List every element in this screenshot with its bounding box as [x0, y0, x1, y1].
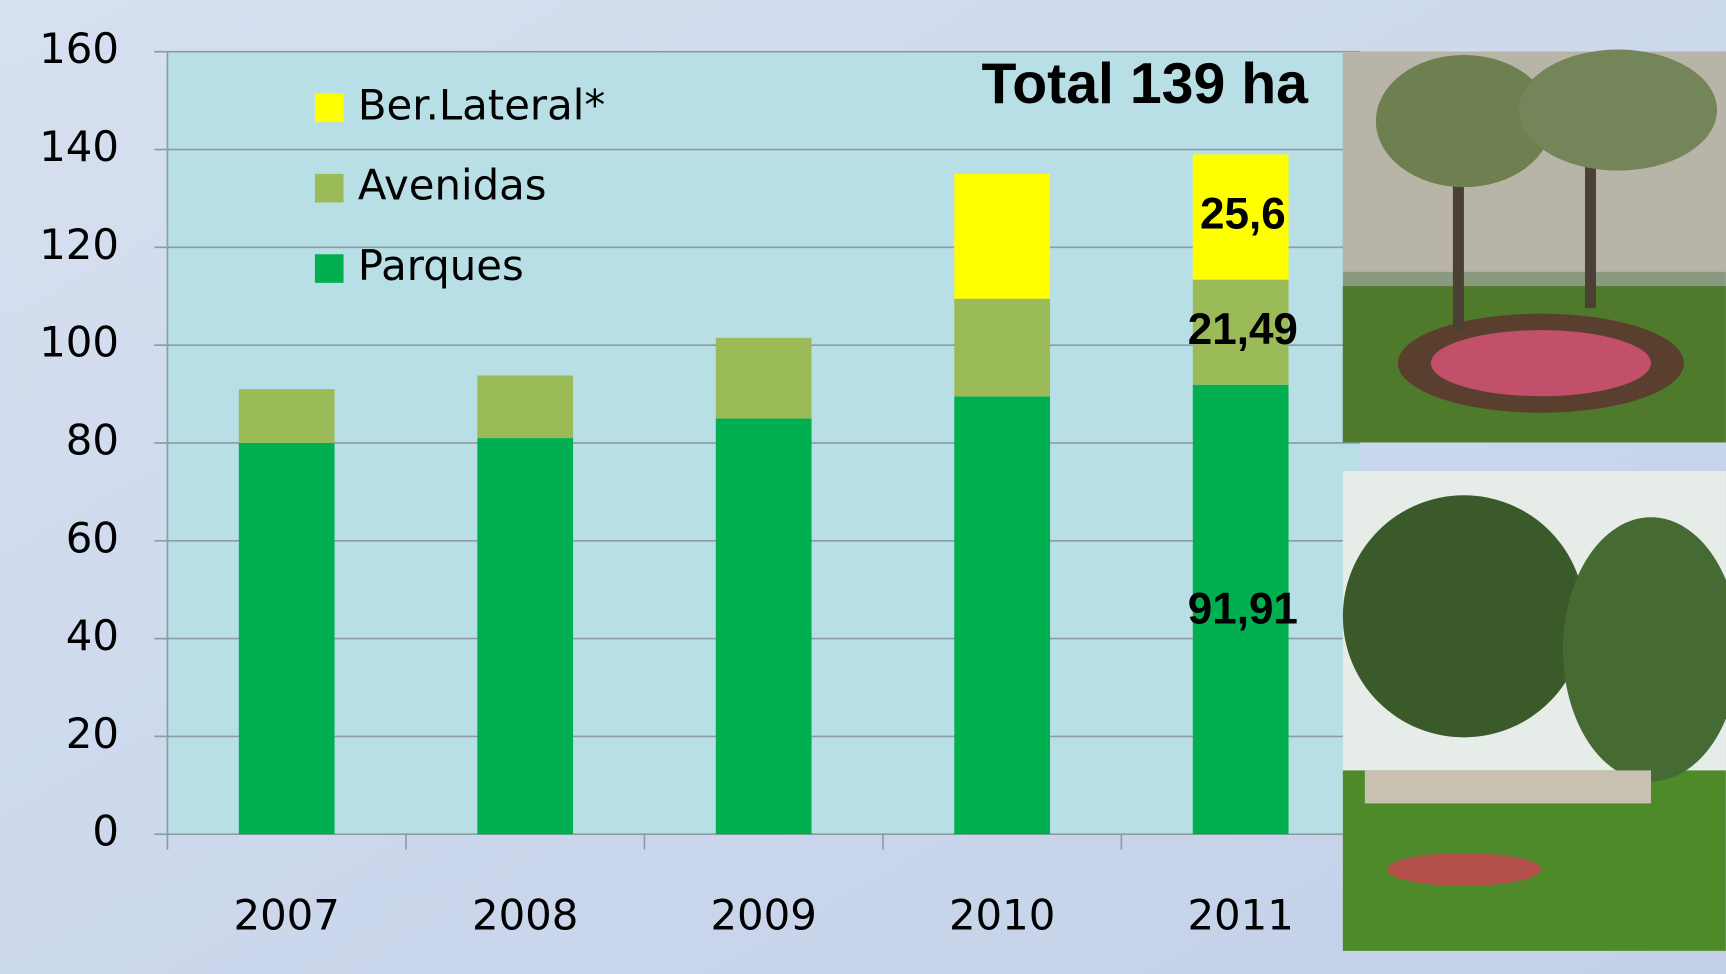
- y-tick-label: 160: [39, 24, 119, 73]
- y-tick-label: 80: [66, 415, 119, 464]
- page: {"chart_data": {"type": "bar", "stacked"…: [0, 0, 1726, 974]
- bar-segment: [477, 438, 573, 834]
- bar-segment: [954, 397, 1050, 835]
- legend-swatch: [315, 94, 344, 123]
- legend-label: Ber.Lateral*: [358, 80, 605, 129]
- legend-swatch: [315, 254, 344, 283]
- bar-segment: [239, 443, 335, 834]
- bar-segment: [954, 299, 1050, 397]
- value-label: 21,49: [1188, 305, 1298, 354]
- annotation: Total 139 ha: [982, 52, 1310, 116]
- value-label: 25,6: [1200, 190, 1286, 239]
- legend-label: Avenidas: [358, 161, 547, 210]
- y-tick-label: 140: [39, 122, 119, 171]
- y-tick-label: 120: [39, 220, 119, 269]
- y-tick-label: 100: [39, 318, 119, 367]
- y-tick-label: 0: [92, 807, 119, 856]
- bar-segment: [477, 375, 573, 438]
- chart: 0 20 40 60 80 100 120 140 160 2007 2008 2009 2010 201…: [0, 0, 1726, 974]
- bar-segment: [954, 174, 1050, 299]
- photo-top: [1343, 50, 1726, 443]
- x-tick-label: 2009: [710, 890, 816, 939]
- bar-segment: [239, 389, 335, 443]
- x-tick-label: 2011: [1187, 890, 1293, 939]
- x-tick-label: 2010: [949, 890, 1055, 939]
- y-tick-label: 60: [66, 513, 119, 562]
- x-tick-label: 2008: [472, 890, 578, 939]
- y-tick-label: 40: [66, 611, 119, 660]
- bar-segment: [716, 338, 812, 419]
- value-label: 91,91: [1188, 585, 1298, 634]
- legend-label: Parques: [358, 241, 524, 290]
- bar-segment: [716, 419, 812, 835]
- photo-bottom: [1343, 471, 1726, 951]
- x-tick-label: 2007: [233, 890, 339, 939]
- y-tick-label: 20: [66, 709, 119, 758]
- legend-swatch: [315, 174, 344, 203]
